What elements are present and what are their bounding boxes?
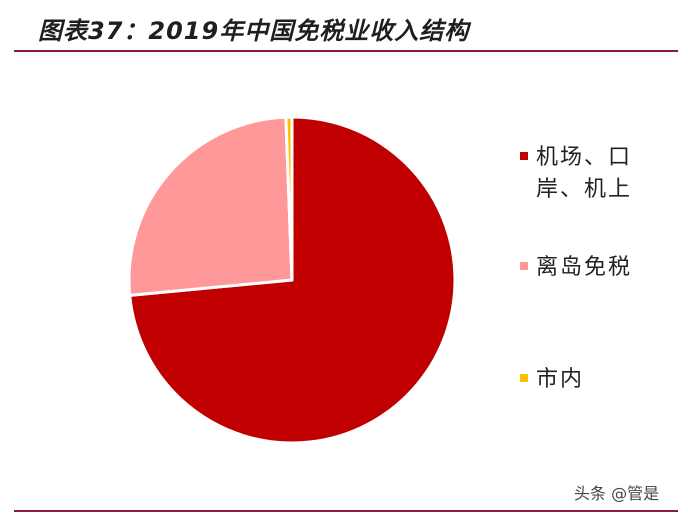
legend-item-island: 离岛免税: [520, 252, 646, 284]
legend-item-downtown: 市内: [520, 364, 646, 396]
chart-title: 图表37：2019年中国免税业收入结构: [38, 17, 470, 45]
legend-label-downtown: 市内: [536, 367, 585, 392]
footer-divider: [14, 510, 678, 512]
legend-label-airport: 机场、口岸、机上: [536, 145, 633, 202]
pie-slice-downtown: [284, 115, 294, 282]
watermark: 头条 @管是: [574, 484, 660, 503]
pie-slice-island: [127, 115, 294, 297]
legend-item-airport: 机场、口岸、机上: [520, 142, 646, 206]
legend-swatch-downtown: [520, 374, 528, 382]
legend-label-island: 离岛免税: [536, 255, 633, 280]
legend-swatch-island: [520, 262, 528, 270]
legend-swatch-airport: [520, 152, 528, 160]
header-divider: [14, 50, 678, 52]
